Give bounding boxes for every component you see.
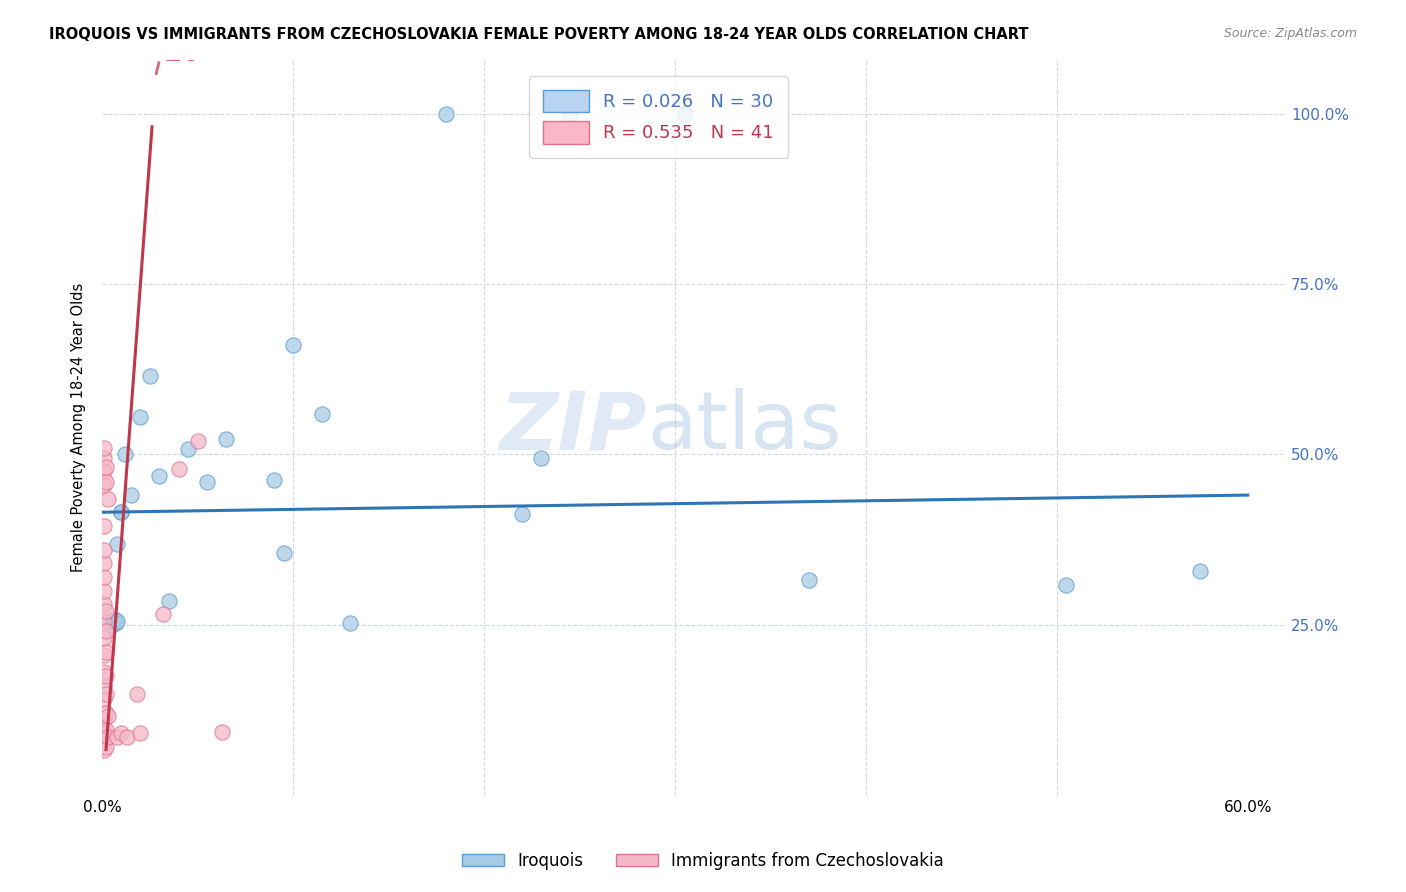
Point [110,505,132,519]
Point [114,447,136,461]
Point [93,556,115,570]
Point [104,616,127,631]
Point [157,593,180,607]
Text: ZIP: ZIP [499,388,647,467]
Point [107,730,129,744]
Text: IROQUOIS VS IMMIGRANTS FROM CZECHOSLOVAKIA FEMALE POVERTY AMONG 18-24 YEAR OLDS : IROQUOIS VS IMMIGRANTS FROM CZECHOSLOVAK… [49,27,1029,42]
Point [94,604,117,618]
Point [311,407,333,421]
Point [93,679,115,693]
Point [94,723,117,737]
Point [93,450,115,465]
Point [94,668,117,682]
Point [148,469,170,483]
Point [93,570,115,584]
Point [177,442,200,456]
Point [1189,565,1212,579]
Point [94,645,117,659]
Point [93,743,115,757]
Point [97,491,120,506]
Point [93,726,115,740]
Point [93,713,115,727]
Point [94,687,117,701]
Point [97,730,120,744]
Point [797,573,820,587]
Point [93,583,115,598]
Point [1054,578,1077,592]
Point [98,614,121,628]
Point [93,464,115,478]
Point [110,505,132,519]
Point [187,434,209,448]
Point [94,459,117,474]
Point [94,706,117,720]
Point [530,450,553,465]
Point [93,692,115,706]
Legend: R = 0.026   N = 30, R = 0.535   N = 41: R = 0.026 N = 30, R = 0.535 N = 41 [529,76,789,158]
Point [93,441,115,455]
Point [93,519,115,533]
Point [107,537,129,551]
Point [94,475,117,489]
Point [215,433,238,447]
Point [129,726,152,740]
Point [152,607,174,622]
Point [129,409,152,424]
Point [167,462,190,476]
Point [281,338,304,352]
Point [510,508,533,522]
Point [558,107,581,121]
Point [93,597,115,611]
Point [673,107,696,121]
Point [125,687,148,701]
Y-axis label: Female Poverty Among 18-24 Year Olds: Female Poverty Among 18-24 Year Olds [72,283,86,572]
Point [103,612,125,626]
Point [100,617,122,632]
Point [434,107,457,121]
Point [107,614,129,628]
Point [110,726,132,740]
Point [93,665,115,680]
Point [139,369,162,384]
Point [195,475,218,489]
Point [263,473,285,487]
Point [93,648,115,662]
Point [94,740,117,755]
Point [93,614,115,628]
Text: atlas: atlas [647,388,841,467]
Legend: Iroquois, Immigrants from Czechoslovakia: Iroquois, Immigrants from Czechoslovakia [456,846,950,877]
Point [94,624,117,639]
Point [115,730,138,744]
Point [97,709,120,723]
Text: Source: ZipAtlas.com: Source: ZipAtlas.com [1223,27,1357,40]
Point [93,542,115,557]
Point [211,725,233,739]
Point [120,488,142,502]
Point [93,631,115,645]
Point [93,478,115,492]
Point [273,546,295,560]
Point [339,616,361,631]
